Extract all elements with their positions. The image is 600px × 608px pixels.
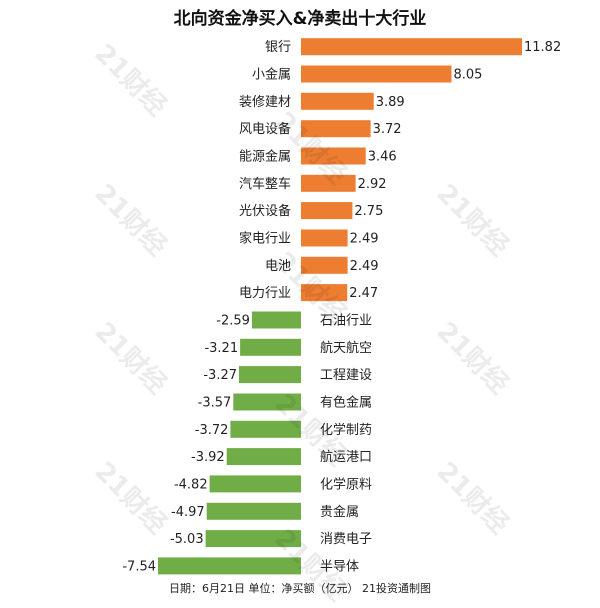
value-label: -5.03 (170, 532, 204, 547)
bar (301, 92, 374, 110)
category-label: 有色金属 (320, 395, 372, 411)
value-label: -2.59 (216, 314, 250, 329)
bar-group: 能源金属 3.46 (239, 147, 397, 165)
bar (233, 393, 301, 411)
value-label: 8.05 (454, 68, 483, 83)
value-label: -7.54 (122, 559, 156, 574)
bar-group: 半导体 -7.54 (122, 557, 359, 575)
value-label: -4.97 (171, 505, 205, 520)
value-label: 2.92 (358, 177, 387, 192)
bar-group: 小金属 8.05 (252, 65, 483, 83)
value-label: -4.82 (174, 477, 208, 492)
category-label: 航运港口 (320, 449, 372, 465)
category-label: 家电行业 (239, 231, 291, 247)
category-label: 石油行业 (320, 314, 372, 329)
category-label: 化学原料 (320, 476, 372, 492)
bar (301, 65, 452, 83)
category-label: 电力行业 (239, 286, 291, 301)
category-label: 工程建设 (320, 368, 372, 383)
category-label: 小金属 (252, 67, 291, 83)
value-label: -3.27 (203, 368, 237, 383)
bar (239, 366, 301, 384)
bar (301, 147, 366, 165)
bar-group: 银行 11.82 (265, 38, 561, 56)
bar (205, 530, 301, 548)
bar-group: 电池 2.49 (265, 256, 379, 274)
bar (230, 420, 301, 438)
category-label: 汽车整车 (239, 176, 291, 192)
bar-group: 风电设备 3.72 (239, 120, 402, 138)
chart-title: 北向资金净买入&净卖出十大行业 (173, 9, 427, 29)
category-label: 化学制药 (320, 422, 372, 438)
bar-group: 光伏设备 2.75 (239, 202, 383, 220)
value-label: -3.92 (191, 450, 225, 465)
category-label: 电池 (265, 259, 291, 274)
value-label: -3.72 (195, 423, 229, 438)
bar-group: 装修建材 3.89 (239, 92, 405, 110)
footer-note: 日期：6月21日 单位：净买额（亿元） 21投资通制图 (169, 582, 431, 595)
category-label: 能源金属 (239, 149, 291, 165)
bar (251, 311, 301, 329)
bar-group: 化学制药 -3.72 (195, 420, 372, 438)
value-label: 2.49 (350, 259, 379, 274)
bar (158, 557, 301, 575)
bar (206, 502, 301, 520)
bar-group: 汽车整车 2.92 (239, 174, 387, 192)
value-label: 3.72 (373, 122, 402, 137)
category-label: 银行 (265, 40, 291, 55)
bar (226, 448, 301, 466)
bar (240, 338, 301, 356)
value-label: 2.49 (350, 232, 379, 247)
bar-group: 化学原料 -4.82 (174, 475, 372, 493)
category-label: 航天航空 (320, 340, 372, 356)
bar (209, 475, 301, 493)
bar-group: 贵金属 -4.97 (171, 502, 359, 520)
value-label: -3.57 (198, 396, 232, 411)
bar (301, 284, 348, 302)
bar-group: 航运港口 -3.92 (191, 448, 372, 466)
bar-group: 石油行业 -2.59 (216, 311, 372, 329)
bar-group: 航天航空 -3.21 (204, 338, 372, 356)
value-label: 11.82 (524, 40, 561, 55)
bar-group: 有色金属 -3.57 (198, 393, 372, 411)
bar-group: 工程建设 -3.27 (203, 366, 372, 384)
bar (301, 174, 356, 192)
value-label: 2.75 (354, 204, 383, 219)
bar-group: 家电行业 2.49 (239, 229, 379, 247)
bar-group: 电力行业 2.47 (239, 284, 378, 302)
category-label: 半导体 (320, 559, 359, 574)
value-label: 3.89 (376, 95, 405, 110)
bar (301, 256, 348, 274)
bar (301, 120, 371, 138)
category-label: 光伏设备 (239, 203, 291, 219)
value-label: -3.21 (204, 341, 238, 356)
bar (301, 202, 353, 220)
value-label: 2.47 (349, 286, 378, 301)
category-label: 装修建材 (239, 95, 291, 110)
bar (301, 38, 522, 56)
category-label: 风电设备 (239, 121, 291, 137)
bar (301, 229, 348, 247)
value-label: 3.46 (368, 150, 397, 165)
category-label: 贵金属 (320, 504, 359, 520)
bar-group: 消费电子 -5.03 (170, 530, 372, 548)
category-label: 消费电子 (320, 532, 372, 547)
